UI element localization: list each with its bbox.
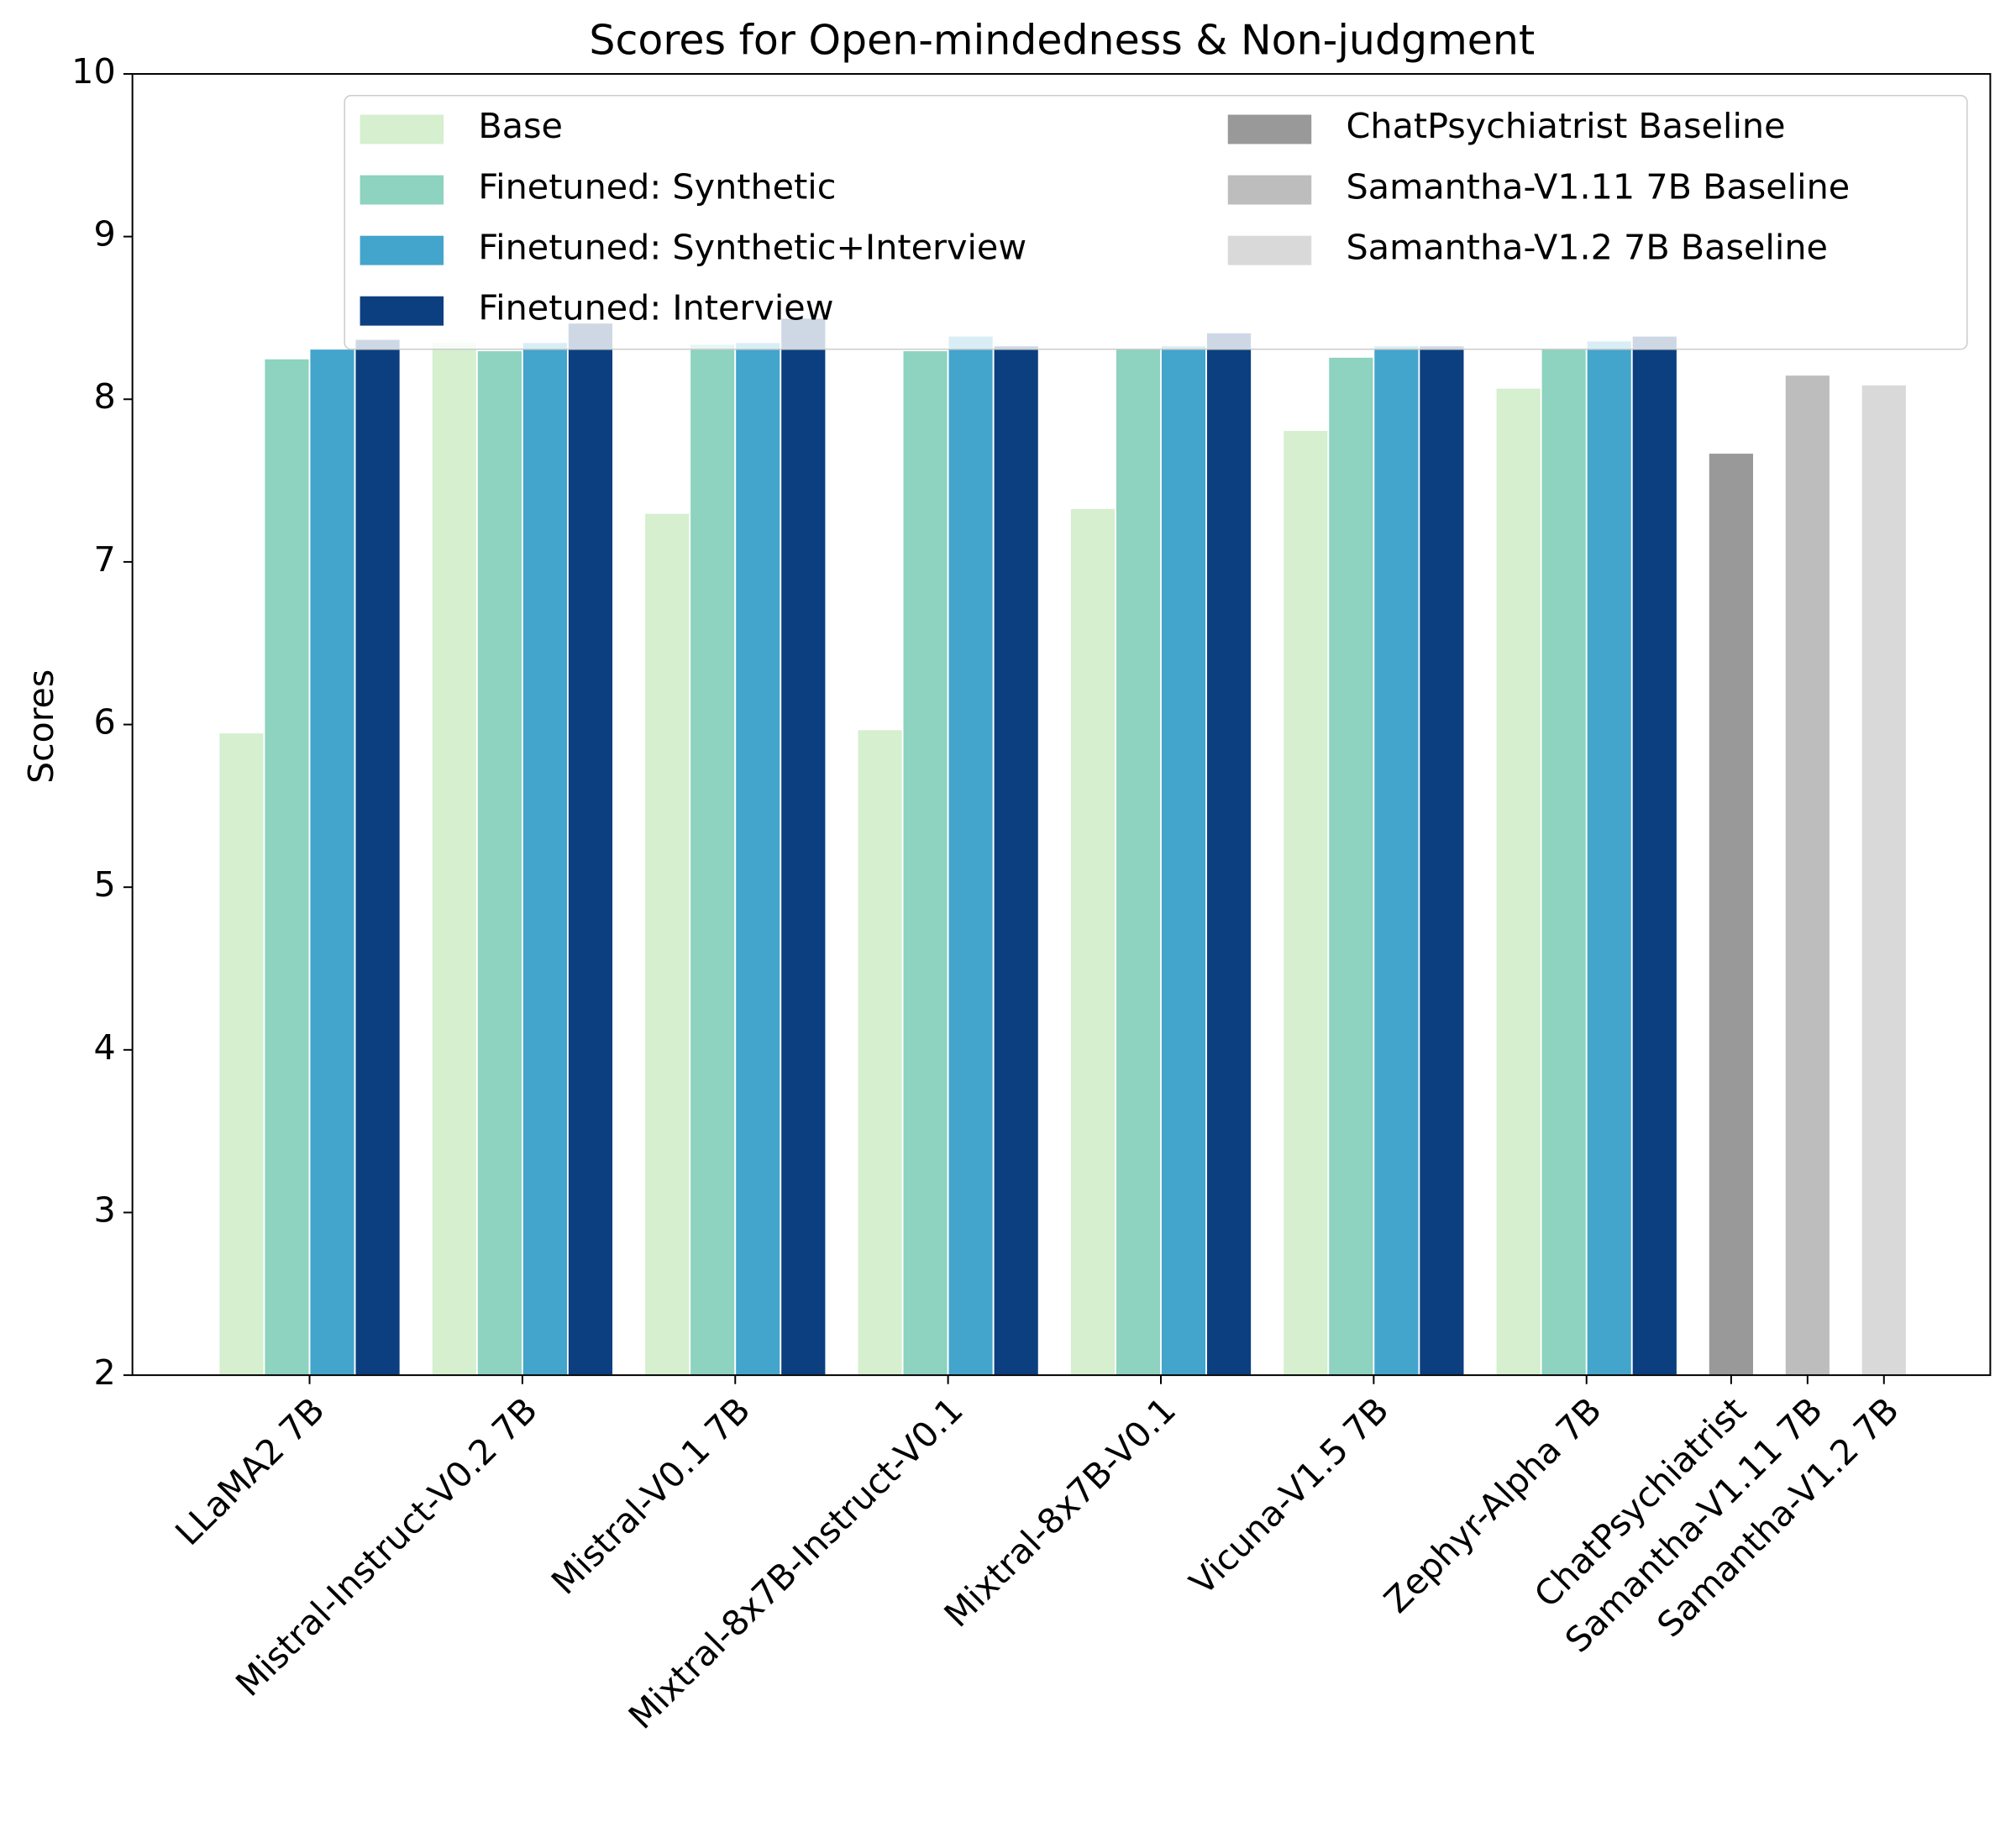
x-tick-label: Mixtral-8x7B-Instruct-V0.1: [621, 1390, 971, 1737]
bar: [1585, 339, 1633, 1377]
legend-label: Finetuned: Synthetic+Interview: [478, 227, 1026, 267]
legend-label: Samantha-V1.2 7B Baseline: [1347, 227, 1828, 267]
legend-label: Base: [478, 106, 563, 146]
y-tick-label: 7: [93, 539, 115, 580]
bar: [1707, 452, 1755, 1377]
y-tick-label: 8: [93, 376, 115, 417]
legend-swatch: [360, 235, 444, 265]
bar: [1494, 386, 1542, 1377]
x-tick-label: Mistral-V0.1 7B: [543, 1390, 758, 1603]
legend-swatch: [1227, 235, 1312, 265]
x-tick-label: Vicuna-V1.5 7B: [1182, 1390, 1397, 1603]
bar: [475, 349, 523, 1377]
bar: [1860, 383, 1908, 1377]
bar: [643, 512, 691, 1377]
bar: [1327, 356, 1375, 1377]
bar: [1783, 374, 1831, 1377]
legend-label: Finetuned: Interview: [478, 288, 833, 328]
legend-swatch: [360, 114, 444, 144]
bar: [1069, 507, 1116, 1377]
legend-box: [344, 95, 1968, 350]
legend-label: Samantha-V1.11 7B Baseline: [1347, 166, 1851, 207]
bar: [856, 728, 904, 1377]
bar: [689, 343, 737, 1377]
legend-swatch: [360, 175, 444, 205]
y-tick-label: 4: [93, 1027, 115, 1068]
y-tick-label: 6: [93, 702, 115, 743]
bar: [567, 322, 614, 1377]
bar: [521, 341, 569, 1377]
chart-title: Scores for Open-mindedness & Non-judgmen…: [589, 18, 1535, 65]
bar: [992, 344, 1040, 1377]
bar: [430, 341, 478, 1377]
bar: [780, 317, 827, 1377]
legend-swatch: [360, 296, 444, 326]
legend: Base Finetuned: Synthetic Finetuned: Synth…: [344, 95, 1968, 350]
bar: [1160, 344, 1207, 1377]
bar: [1630, 334, 1678, 1377]
legend-swatch: [1227, 114, 1312, 144]
bar: [218, 732, 265, 1377]
bar: [263, 357, 311, 1377]
bar: [1418, 344, 1466, 1377]
x-tick-label: LLaMA2 7B: [167, 1390, 332, 1553]
legend-label: Finetuned: Synthetic: [478, 166, 836, 207]
plot-frame: [131, 73, 1992, 1377]
y-tick-label: 5: [93, 864, 115, 905]
bar: [1373, 344, 1420, 1377]
y-tick-label: 2: [93, 1352, 115, 1393]
y-tick-label: 10: [71, 51, 116, 92]
bar: [901, 349, 949, 1377]
bar: [308, 348, 356, 1377]
x-tick-label: Mixtral-8x7B-V0.1: [937, 1390, 1184, 1635]
bar: [1540, 348, 1588, 1377]
y-tick-label: 3: [93, 1190, 115, 1231]
bar: [734, 341, 782, 1377]
legend-label: ChatPsychiatrist Baseline: [1347, 106, 1786, 146]
bar: [1115, 348, 1162, 1377]
y-tick-label: 9: [93, 214, 115, 255]
legend-swatch: [1227, 175, 1312, 205]
y-axis-label: Scores: [21, 669, 61, 784]
bar: [947, 334, 995, 1377]
bar: [354, 338, 402, 1377]
bar: [1205, 331, 1252, 1377]
bar: [1282, 429, 1330, 1377]
